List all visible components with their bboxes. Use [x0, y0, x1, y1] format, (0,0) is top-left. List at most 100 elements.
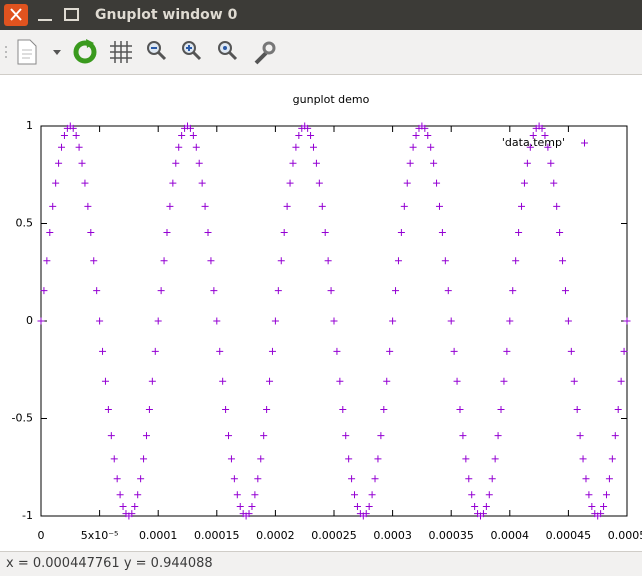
data-point: [377, 432, 385, 440]
data-point: [60, 132, 68, 140]
x-tick-label: 0.0004: [491, 529, 530, 542]
data-point: [465, 475, 473, 483]
data-point: [195, 159, 203, 167]
data-point: [178, 132, 186, 140]
replot-button[interactable]: [73, 39, 97, 64]
data-point: [119, 502, 127, 510]
data-point: [365, 502, 373, 510]
zoom-reset-button[interactable]: [218, 41, 238, 61]
data-point: [230, 475, 238, 483]
grid-button[interactable]: [110, 41, 132, 63]
toolbar: [0, 30, 642, 75]
y-tick-label: 0.5: [16, 217, 34, 230]
data-point: [233, 491, 241, 499]
data-point: [430, 159, 438, 167]
y-tick-label: 1: [26, 119, 33, 132]
data-point: [374, 455, 382, 463]
data-point: [101, 377, 109, 385]
data-point: [471, 502, 479, 510]
data-point: [263, 406, 271, 414]
data-point: [90, 257, 98, 265]
data-point: [362, 510, 370, 518]
data-point: [400, 202, 408, 210]
data-point: [453, 377, 461, 385]
data-point: [134, 491, 142, 499]
data-point: [286, 179, 294, 187]
data-point: [406, 159, 414, 167]
status-text: x = 0.000447761 y = 0.944088: [6, 556, 213, 571]
data-point: [312, 159, 320, 167]
data-point: [154, 317, 162, 325]
data-point: [547, 159, 555, 167]
maximize-icon: [64, 8, 79, 21]
data-point: [280, 228, 288, 236]
data-point: [380, 406, 388, 414]
data-point: [523, 159, 531, 167]
data-point: [96, 317, 104, 325]
data-point: [597, 510, 605, 518]
data-point: [295, 132, 303, 140]
data-point: [567, 347, 575, 355]
status-bar: x = 0.000447761 y = 0.944088: [0, 551, 642, 576]
settings-button[interactable]: [254, 41, 276, 65]
data-point: [485, 491, 493, 499]
data-point: [84, 202, 92, 210]
data-point: [186, 124, 194, 132]
data-point: [148, 377, 156, 385]
data-point: [348, 475, 356, 483]
data-point: [602, 491, 610, 499]
close-icon: [10, 8, 22, 21]
data-point: [201, 202, 209, 210]
data-point: [324, 257, 332, 265]
data-point: [192, 143, 200, 151]
data-point: [304, 124, 312, 132]
copy-button[interactable]: [17, 39, 61, 65]
data-point: [579, 455, 587, 463]
data-point: [131, 502, 139, 510]
data-point: [40, 287, 48, 295]
data-point: [585, 491, 593, 499]
data-point: [268, 347, 276, 355]
legend-label: 'data.temp': [502, 136, 565, 149]
data-point: [49, 202, 57, 210]
data-point: [368, 491, 376, 499]
data-point: [116, 491, 124, 499]
data-point: [409, 143, 417, 151]
x-tick-label: 5x10⁻⁵: [81, 529, 119, 542]
y-tick-label: -1: [22, 509, 33, 522]
data-point: [140, 455, 148, 463]
data-point: [383, 377, 391, 385]
data-point: [72, 132, 80, 140]
zoom-in-button[interactable]: [182, 41, 202, 61]
plot-background: [0, 75, 642, 551]
data-point: [389, 317, 397, 325]
data-point: [611, 432, 619, 440]
zoom-out-button[interactable]: [147, 41, 167, 61]
data-point: [330, 317, 338, 325]
data-point: [550, 179, 558, 187]
data-point: [435, 202, 443, 210]
x-tick-label: 0.0005: [608, 529, 642, 542]
data-point: [251, 491, 259, 499]
data-point: [339, 406, 347, 414]
data-point: [421, 124, 429, 132]
data-point: [392, 287, 400, 295]
data-point: [274, 287, 282, 295]
data-point: [52, 179, 60, 187]
data-point: [257, 455, 265, 463]
data-point: [37, 317, 45, 325]
data-point: [620, 347, 628, 355]
data-point: [163, 228, 171, 236]
data-point: [283, 202, 291, 210]
data-point: [386, 347, 394, 355]
data-point: [318, 202, 326, 210]
minimize-button[interactable]: [34, 4, 56, 26]
data-point: [497, 406, 505, 414]
data-point: [172, 159, 180, 167]
data-point: [479, 510, 487, 518]
data-point: [515, 228, 523, 236]
data-point: [456, 406, 464, 414]
data-point: [500, 377, 508, 385]
data-point: [81, 179, 89, 187]
data-point: [204, 228, 212, 236]
